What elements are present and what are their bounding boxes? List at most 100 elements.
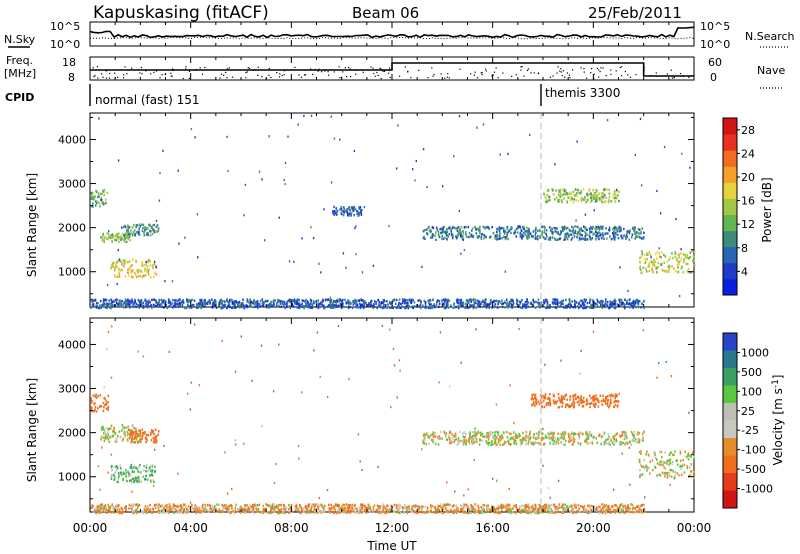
- echo-cell: [257, 306, 259, 309]
- echo-cell: [151, 511, 153, 515]
- echo-cell: [548, 396, 550, 400]
- echo-cell: [119, 269, 122, 272]
- echo-cell: [493, 304, 496, 308]
- echo-cell: [453, 226, 456, 229]
- echo-cell: [456, 229, 459, 233]
- echo-cell: [155, 435, 158, 438]
- echo-cell: [278, 216, 280, 219]
- echo-cell: [440, 430, 442, 434]
- echo-cell: [135, 305, 138, 309]
- echo-cell: [126, 229, 128, 232]
- echo-cell: [437, 299, 439, 302]
- echo-cell: [219, 299, 221, 303]
- echo-cell: [142, 475, 145, 478]
- echo-cell: [113, 478, 116, 481]
- echo-cell: [151, 224, 154, 227]
- echo-cell: [572, 436, 575, 439]
- echo-cell: [91, 504, 93, 507]
- power-colorbar-tick-label: 24: [741, 147, 755, 160]
- echo-cell: [546, 397, 549, 400]
- echo-cell: [161, 302, 163, 305]
- echo-cell: [693, 259, 696, 262]
- echo-cell: [669, 452, 672, 455]
- echo-cell: [244, 511, 246, 514]
- echo-cell: [573, 406, 575, 409]
- echo-cell: [656, 271, 658, 274]
- echo-cell: [498, 511, 500, 515]
- echo-cell: [141, 432, 144, 435]
- echo-cell: [668, 258, 670, 261]
- echo-cell: [139, 225, 142, 228]
- echo-cell: [435, 238, 437, 241]
- echo-cell: [353, 205, 355, 209]
- echo-cell: [461, 509, 464, 513]
- echo-cell: [673, 453, 675, 457]
- echo-cell: [457, 439, 460, 442]
- nave-dot: [656, 75, 658, 77]
- nave-dot: [373, 72, 375, 75]
- echo-cell: [643, 458, 645, 462]
- echo-cell: [113, 428, 115, 431]
- nave-dot: [155, 70, 158, 72]
- echo-cell: [557, 441, 560, 445]
- echo-cell: [128, 260, 131, 263]
- echo-cell: [438, 505, 441, 508]
- echo-cell: [661, 463, 664, 467]
- echo-cell: [608, 192, 611, 195]
- echo-cell: [536, 234, 539, 238]
- echo-cell: [261, 302, 264, 305]
- echo-cell: [561, 436, 564, 439]
- nave-dot: [105, 77, 108, 79]
- echo-cell: [447, 235, 449, 238]
- echo-cell: [95, 202, 98, 205]
- echo-cell: [357, 299, 360, 302]
- echo-cell: [686, 262, 689, 266]
- echo-cell: [564, 431, 566, 434]
- echo-cell: [578, 507, 580, 510]
- echo-cell: [166, 503, 168, 507]
- echo-cell: [355, 301, 358, 304]
- echo-cell: [279, 300, 281, 303]
- echo-cell: [336, 209, 339, 213]
- echo-cell: [600, 198, 602, 202]
- echo-cell: [114, 465, 117, 469]
- echo-cell: [491, 508, 493, 511]
- echo-cell: [572, 394, 574, 398]
- echo-cell: [134, 234, 137, 237]
- echo-cell: [281, 302, 284, 305]
- echo-cell: [554, 298, 557, 301]
- echo-cell: [605, 402, 607, 406]
- echo-cell: [342, 302, 344, 305]
- echo-cell: [638, 451, 641, 454]
- counts-panel: N.Sky 10^5 10^0 10^5 10^0 N.Search: [4, 20, 795, 51]
- echo-cell: [333, 205, 335, 209]
- echo-cell: [622, 505, 624, 508]
- echo-cell: [113, 266, 116, 270]
- echo-cell: [546, 507, 549, 510]
- echo-cell: [476, 303, 479, 306]
- echo-cell: [558, 405, 561, 409]
- echo-cell: [349, 212, 351, 215]
- echo-cell: [161, 305, 163, 308]
- echo-cell: [557, 193, 560, 196]
- echo-cell: [561, 199, 563, 202]
- echo-cell: [117, 304, 119, 307]
- nave-dot: [692, 75, 694, 77]
- echo-cell: [658, 247, 660, 250]
- echo-cell: [564, 393, 567, 397]
- echo-cell: [105, 407, 108, 410]
- echo-cell: [470, 300, 472, 303]
- echo-cell: [504, 230, 506, 233]
- nave-dot: [372, 67, 374, 69]
- echo-cell: [359, 306, 362, 310]
- echo-cell: [473, 441, 475, 444]
- echo-cell: [679, 465, 681, 468]
- echo-cell: [118, 271, 120, 274]
- echo-cell: [417, 299, 419, 302]
- nave-dot: [109, 72, 111, 74]
- echo-cell: [586, 431, 589, 434]
- echo-cell: [530, 506, 533, 509]
- echo-cell: [575, 219, 577, 222]
- echo-cell: [424, 437, 426, 440]
